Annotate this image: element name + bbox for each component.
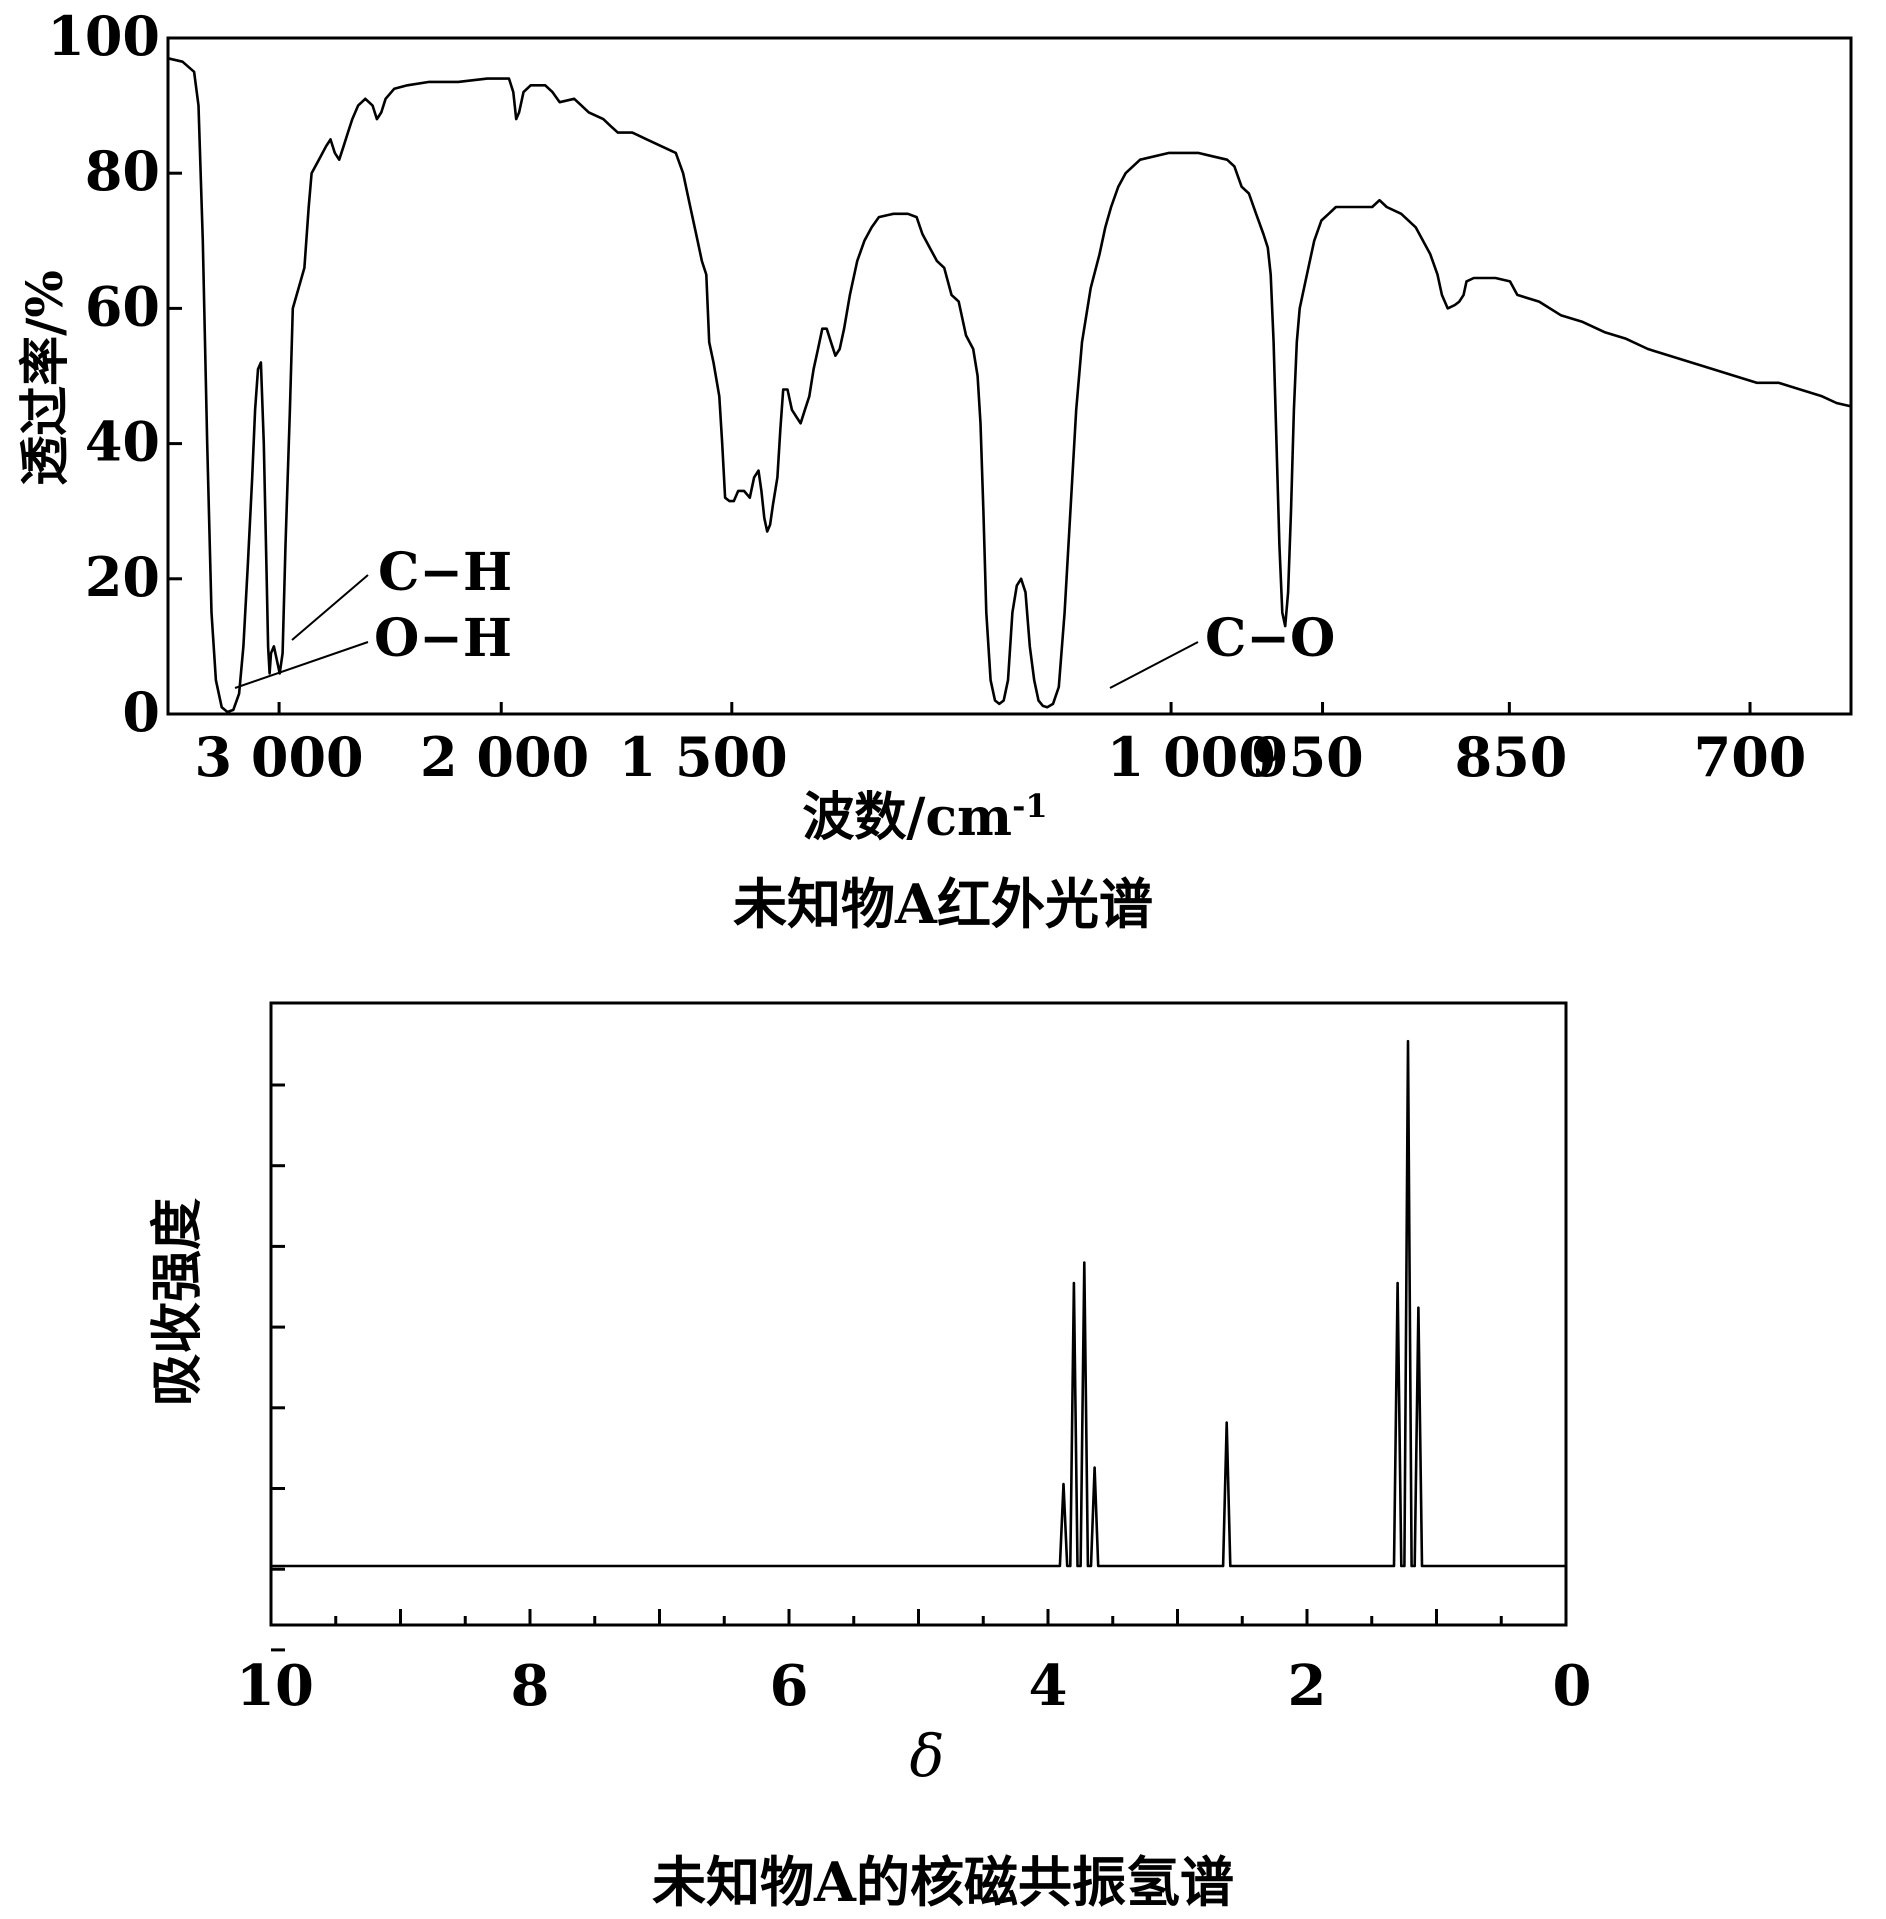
annotation-leader-co <box>1109 641 1199 689</box>
nmr-x-axis: 10 8 6 4 2 0 <box>236 1609 1591 1719</box>
annotation-ch: C−H <box>378 542 512 603</box>
ir-xlabel-main: 波数/cm <box>802 787 1012 848</box>
ir-spectrum-line <box>167 57 1852 714</box>
nmr-spectrum-line <box>271 1039 1566 1568</box>
annotation-oh: O−H <box>374 608 512 669</box>
ir-xlabel: 波数/cm-1 <box>802 787 1047 848</box>
annotation-co: C−O <box>1205 608 1335 669</box>
ir-x-tick-label: 950 <box>1251 725 1364 789</box>
ir-x-tick-label: 700 <box>1694 725 1807 789</box>
ir-y-axis: 0 20 40 60 80 100 <box>47 4 182 744</box>
annotation-leader-ch <box>291 574 369 641</box>
nmr-x-tick-label: 2 <box>1288 1653 1327 1719</box>
nmr-chart-title: 未知物A的核磁共振氢谱 <box>652 1850 1234 1914</box>
nmr-x-tick-label: 4 <box>1029 1653 1068 1719</box>
nmr-y-axis-title: 吸收强度 <box>147 1198 208 1406</box>
ir-y-tick-label: 20 <box>85 545 160 609</box>
nmr-x-tick-label: 8 <box>511 1653 550 1719</box>
ir-y-tick-label: 0 <box>122 680 160 744</box>
nmr-x-tick-label: 0 <box>1553 1653 1592 1719</box>
nmr-y-axis <box>271 1083 285 1652</box>
nmr-x-tick-label: 10 <box>236 1653 314 1719</box>
ir-x-tick-label: 3 000 <box>195 725 364 789</box>
ir-y-axis-title: 透过率/% <box>15 270 74 486</box>
ir-x-tick-label: 2 000 <box>420 725 589 789</box>
nmr-ylabel: 吸收强度 <box>147 1198 208 1406</box>
ir-x-tick-label: 1 000 <box>1107 725 1276 789</box>
nmr-x-tick-label: 6 <box>770 1653 809 1719</box>
ir-chart-title: 未知物A红外光谱 <box>733 872 1153 936</box>
ir-x-tick-label: 1 500 <box>619 725 788 789</box>
ir-x-tick-label: 850 <box>1455 725 1568 789</box>
ir-y-tick-label: 100 <box>47 4 160 68</box>
annotation-leader-oh <box>234 641 369 689</box>
ir-ylabel: 透过率/% <box>15 270 74 486</box>
ir-xlabel-sup: -1 <box>1012 787 1048 825</box>
nmr-xlabel: δ <box>910 1722 945 1790</box>
ir-plot-frame <box>166 36 1853 716</box>
ir-y-tick-label: 60 <box>85 274 160 338</box>
nmr-chart: 10 8 6 4 2 0 吸收强度 δ <box>147 1001 1591 1790</box>
ir-y-tick-label: 40 <box>85 410 160 474</box>
ir-y-tick-label: 80 <box>85 139 160 203</box>
nmr-plot-frame <box>269 1001 1568 1627</box>
